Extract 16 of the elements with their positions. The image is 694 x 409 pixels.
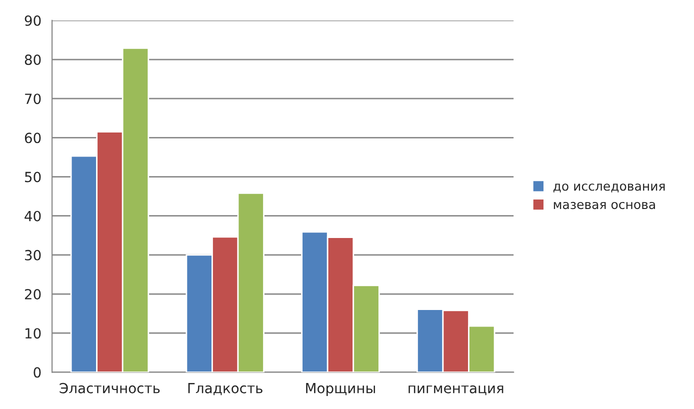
y-tick-label: 10 — [25, 328, 41, 339]
y-tick-label: 70 — [25, 94, 41, 104]
y-tick-label: 40 — [24, 210, 41, 222]
x-tick-label: Эластичность — [60, 382, 160, 394]
x-tick-label: Морщины — [306, 383, 375, 396]
y-tick-label: 20 — [24, 288, 41, 300]
y-tick-label: 90 — [24, 15, 41, 26]
y-tick-label: 80 — [24, 54, 41, 66]
y-tick-label: 0 — [34, 367, 41, 378]
legend-label: мазевая основа — [554, 202, 655, 210]
legend-label: до исследования — [553, 184, 665, 192]
y-tick-label: 60 — [24, 132, 41, 144]
y-tick-label: 50 — [25, 172, 41, 182]
x-tick-label: Гладкость — [188, 383, 262, 396]
x-tick-label: пигментация — [408, 385, 504, 396]
y-tick-label: 30 — [25, 250, 41, 260]
